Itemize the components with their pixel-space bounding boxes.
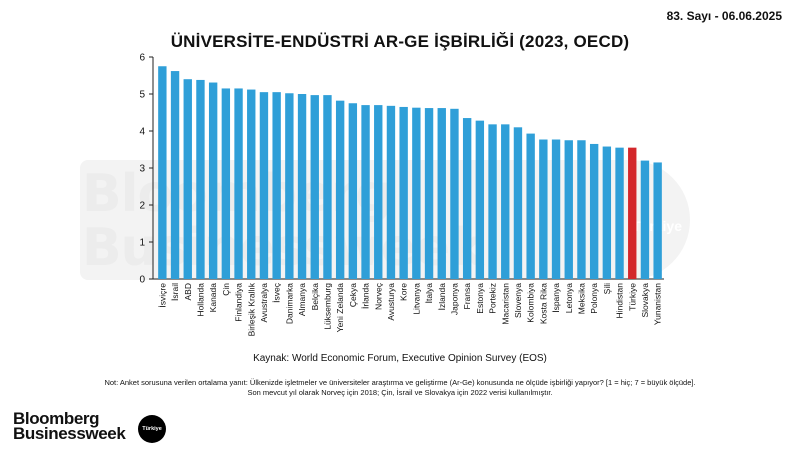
brand-logo: Bloomberg Businessweek [13,409,126,443]
bar-chart: 0 1 2 3 4 5 6 İsviçre İsrail ABD Hollanda Kanada Çin… [139,53,664,336]
brand-logo-line2: Businessweek [13,424,126,443]
x-tick-label: Hollanda [195,283,205,317]
bar [374,105,383,279]
bar [437,108,446,279]
bar [259,92,269,280]
bar [272,92,281,280]
x-tick-label: Slovakya [640,283,650,318]
x-tick-label: Avustralya [259,283,269,323]
x-tick-label: Japonya [449,283,459,315]
x-tick-label: Kosta Rika [538,283,548,324]
x-tick-label: Yeni Zelanda [335,283,345,333]
x-tick-label: Avusturya [386,283,396,321]
bar [208,82,218,279]
bar [653,162,662,279]
bar [628,147,637,279]
brand-badge: Türkiye [138,415,166,443]
x-tick-label: Fransa [462,283,472,310]
x-tick-label: Şili [602,283,612,294]
bar [640,160,650,279]
bar [348,103,358,279]
x-tick-label: Çin [221,283,231,296]
bar [361,105,370,279]
x-tick-label: Hindistan [615,283,625,319]
x-tick-label: Kanada [208,283,218,313]
brand-logo-line1: Bloomberg [13,409,100,428]
bar [158,66,167,279]
bar [551,139,561,279]
x-tick-label: Türkiye [627,283,637,311]
bar [310,95,319,279]
bar [589,143,599,279]
x-tick-label: Danimarka [284,283,294,324]
x-tick-label: Kolombiya [526,283,536,323]
bar [170,71,180,279]
bar [247,89,256,279]
bar [323,95,332,279]
x-tick-label: Kore [399,283,409,301]
bar [183,79,192,279]
bar [602,146,612,279]
bar [539,139,548,279]
bar [564,140,573,279]
x-tick-label: İsveç [272,282,282,303]
issue-date: 83. Sayı - 06.06.2025 [666,9,782,23]
y-tick-label: 2 [139,201,145,212]
bar [196,79,205,279]
bar [475,120,485,279]
x-tick-label: Polonya [589,283,599,314]
chart-source: Kaynak: World Economic Forum, Executive … [253,353,547,364]
bar [526,133,535,279]
x-tick-label: Meksika [576,283,586,314]
x-tick-label: Çekya [348,283,358,307]
x-tick-label: Letonya [564,283,574,314]
bar [424,108,434,279]
bar [234,88,243,279]
y-tick-label: 4 [139,127,145,138]
y-tick-label: 6 [139,53,145,64]
bar [297,94,307,279]
bar [615,147,624,279]
x-tick-label: İzlanda [437,283,447,311]
x-tick-label: Litvanya [411,283,421,315]
x-tick-label: Slovenya [513,283,523,318]
x-tick-label: Norveç [373,282,383,310]
x-tick-label: İsviçre [157,283,167,308]
bar [488,124,497,279]
bar [462,118,472,279]
x-tick-label: Estonya [475,283,485,314]
chart-note: Not: Anket sorusuna verilen ortalama yan… [104,378,696,397]
x-tick-label: Birleşik Krallık [246,282,256,336]
bar [399,106,408,279]
x-tick-label: Portekiz [488,283,498,314]
x-tick-label: Yunanistan [653,283,663,325]
bar [450,108,459,279]
x-tick-label: Lüksemburg [322,283,332,330]
y-tick-label: 5 [139,90,145,101]
bar [501,124,510,279]
bar [412,107,421,279]
y-tick-label: 0 [139,275,145,286]
y-tick-label: 3 [139,164,145,175]
x-tick-label: İtalya [424,283,434,304]
bar [386,105,396,279]
x-tick-label: İsrail [170,283,180,301]
bar [335,100,345,279]
chart-title: ÜNİVERSİTE-ENDÜSTRİ AR-GE İŞBİRLİĞİ (202… [170,32,630,51]
bar [285,93,294,279]
y-tick-label: 1 [139,238,145,249]
x-tick-label: İspanya [551,283,561,313]
x-tick-label: Finlandiya [234,283,244,322]
bar [513,127,523,279]
x-tick-label: Belçika [310,283,320,311]
bar [577,140,586,279]
x-tick-label: ABD [183,283,193,300]
x-tick-label: Macaristan [500,283,510,325]
x-tick-label: İrlanda [361,283,371,309]
bar [221,88,231,279]
x-tick-label: Almanya [297,283,307,316]
